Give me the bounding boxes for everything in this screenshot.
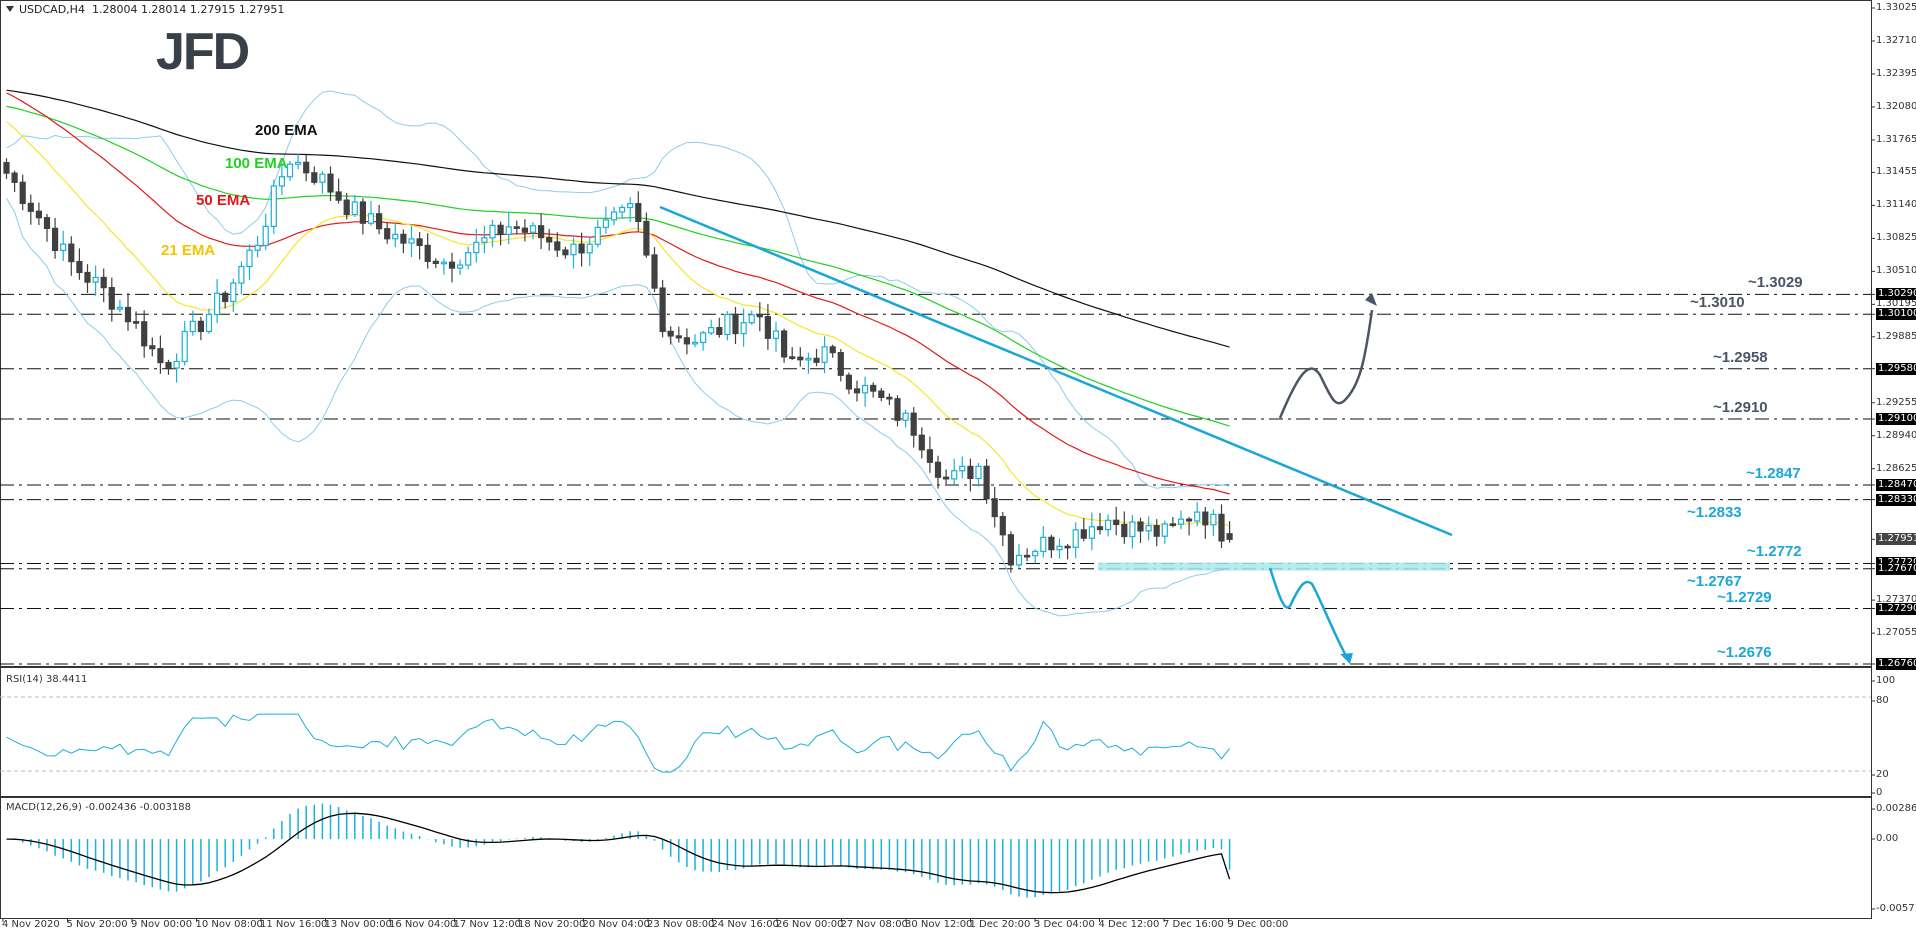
time-axis-label: 24 Nov 16:00: [711, 919, 779, 930]
time-axis-label: 9 Dec 00:00: [1227, 919, 1289, 930]
level-label: ~1.3029: [1748, 274, 1803, 292]
price-axis-label: 1.30510: [1876, 265, 1916, 277]
price-axis-label: 1.29580: [1876, 362, 1916, 375]
axis-ticks: [2, 7, 1875, 922]
bollinger-upper: [6, 90, 1230, 489]
time-axis-label: 9 Nov 00:00: [131, 919, 193, 930]
rsi-label: RSI(14) 38.4411: [6, 674, 88, 685]
chart-frame: [0, 0, 1872, 919]
time-axis-label: 27 Nov 08:00: [840, 919, 908, 930]
time-axis-label: 4 Dec 12:00: [1098, 919, 1160, 930]
time-axis-label: 23 Nov 08:00: [647, 919, 715, 930]
level-label: ~1.3010: [1690, 294, 1745, 312]
price-axis-label: 1.27055: [1876, 627, 1916, 639]
price-axis-label: 1.29885: [1876, 330, 1916, 342]
level-label: ~1.2767: [1687, 572, 1742, 590]
price-axis-label: 1.28940: [1876, 429, 1916, 441]
time-axis-label: 16 Nov 04:00: [389, 919, 457, 930]
arrow-head-up-icon: [1365, 293, 1377, 306]
price-axis-label: 1.28330: [1876, 493, 1916, 506]
macd-signal-line: [6, 812, 1231, 894]
support-zone: [1098, 562, 1450, 571]
time-axis-label: 10 Nov 08:00: [195, 919, 263, 930]
forecast-arrows: [1268, 293, 1377, 664]
time-axis-label: 18 Nov 20:00: [518, 919, 586, 930]
rsi-line: [6, 713, 1230, 773]
time-axis-label: 26 Nov 00:00: [776, 919, 844, 930]
price-axis-label: 0: [1876, 787, 1883, 798]
jfd-logo: JFD: [156, 23, 250, 81]
time-axis-label: 5 Nov 20:00: [66, 919, 128, 930]
price-axis-label: 1.29255: [1876, 396, 1916, 408]
level-label: ~1.2676: [1717, 644, 1772, 661]
macd-label: MACD(12,26,9) -0.002436 -0.003188: [6, 802, 191, 813]
price-axis-label: 1.32395: [1876, 67, 1916, 79]
symbol-ohlc: 1.28004 1.28014 1.27915 1.27951: [91, 3, 285, 16]
ema21-line: [6, 121, 1230, 527]
price-axis-label: 1.27670: [1876, 562, 1916, 575]
price-axis-label: 1.33025: [1876, 2, 1916, 13]
time-axis-label: 30 Nov 12:00: [905, 919, 973, 930]
price-axis-label: 1.30290: [1876, 288, 1916, 301]
ema100-line: [6, 105, 1230, 427]
price-axis-label: -0.005716: [1876, 903, 1916, 914]
bollinger-bands: [6, 90, 1230, 617]
ema50-line: [6, 92, 1230, 495]
level-label: ~1.2847: [1746, 464, 1801, 482]
price-axis-label: 1.30100: [1876, 308, 1916, 321]
time-axis-label: 11 Nov 16:00: [260, 919, 328, 930]
price-axis-label: 1.28625: [1876, 462, 1916, 474]
ema100-label: 100 EMA: [225, 155, 288, 172]
price-axis-label: 100: [1876, 675, 1896, 686]
level-label: ~1.2729: [1717, 588, 1772, 606]
price-axis-label: 1.31765: [1876, 133, 1916, 145]
price-axis-label: 1.27951: [1876, 533, 1916, 546]
time-axis-label: 13 Nov 00:00: [324, 919, 392, 930]
level-label: ~1.2910: [1713, 398, 1768, 416]
price-axis-label: 1.31455: [1876, 166, 1916, 178]
time-axis-label: 7 Dec 16:00: [1163, 919, 1224, 930]
symbol-name: USDCAD,H4: [19, 3, 85, 16]
time-axis-label: 3 Dec 04:00: [1034, 919, 1095, 930]
price-axis-label: 0.002864: [1876, 803, 1916, 814]
price-axis-label: 0.00: [1876, 833, 1899, 844]
ema200-line: [6, 89, 1230, 348]
time-axis-label: 4 Nov 2020: [2, 919, 60, 930]
downtrend-line: [659, 205, 1453, 537]
price-axis-label: 80: [1876, 695, 1889, 706]
time-axis-label: 17 Nov 12:00: [453, 919, 521, 930]
price-axis-label: 1.30825: [1876, 232, 1916, 244]
price-axis-label: 20: [1876, 769, 1889, 780]
level-label: ~1.2958: [1713, 348, 1768, 366]
arrow-head-down-icon: [1340, 653, 1353, 664]
price-axis-label: 1.30195: [1876, 298, 1916, 310]
ema50-label: 50 EMA: [196, 192, 251, 209]
price-axis-label: 1.29100: [1876, 412, 1916, 425]
bullish-scenario-arrow: [1278, 309, 1374, 419]
price-axis-label: 1.27290: [1876, 602, 1916, 615]
ema-lines: [6, 89, 1230, 527]
time-axis-label: 20 Nov 04:00: [582, 919, 650, 930]
price-axis-label: 1.27370: [1876, 594, 1916, 606]
time-axis-label: 1 Dec 20:00: [969, 919, 1031, 930]
price-axis-label: 1.26760: [1876, 658, 1916, 670]
ema21-label: 21 EMA: [161, 242, 216, 259]
candlesticks: [3, 154, 1233, 573]
price-axis-label: 1.32710: [1876, 34, 1916, 46]
horizontal-levels: [0, 293, 1871, 665]
macd-histogram: [13, 803, 1231, 898]
bollinger-lower: [6, 198, 1230, 617]
price-axis-label: 1.31140: [1876, 199, 1916, 211]
bearish-scenario-arrow: [1268, 567, 1348, 657]
dropdown-triangle-icon[interactable]: [6, 6, 14, 12]
price-axis-label: 1.32080: [1876, 100, 1916, 112]
level-label: ~1.2833: [1687, 503, 1742, 521]
symbol-header[interactable]: USDCAD,H4 1.28004 1.28014 1.27915 1.2795…: [6, 3, 284, 16]
level-label: ~1.2772: [1747, 543, 1802, 561]
ema200-label: 200 EMA: [255, 122, 318, 139]
price-axis-label: 1.28470: [1876, 478, 1916, 491]
